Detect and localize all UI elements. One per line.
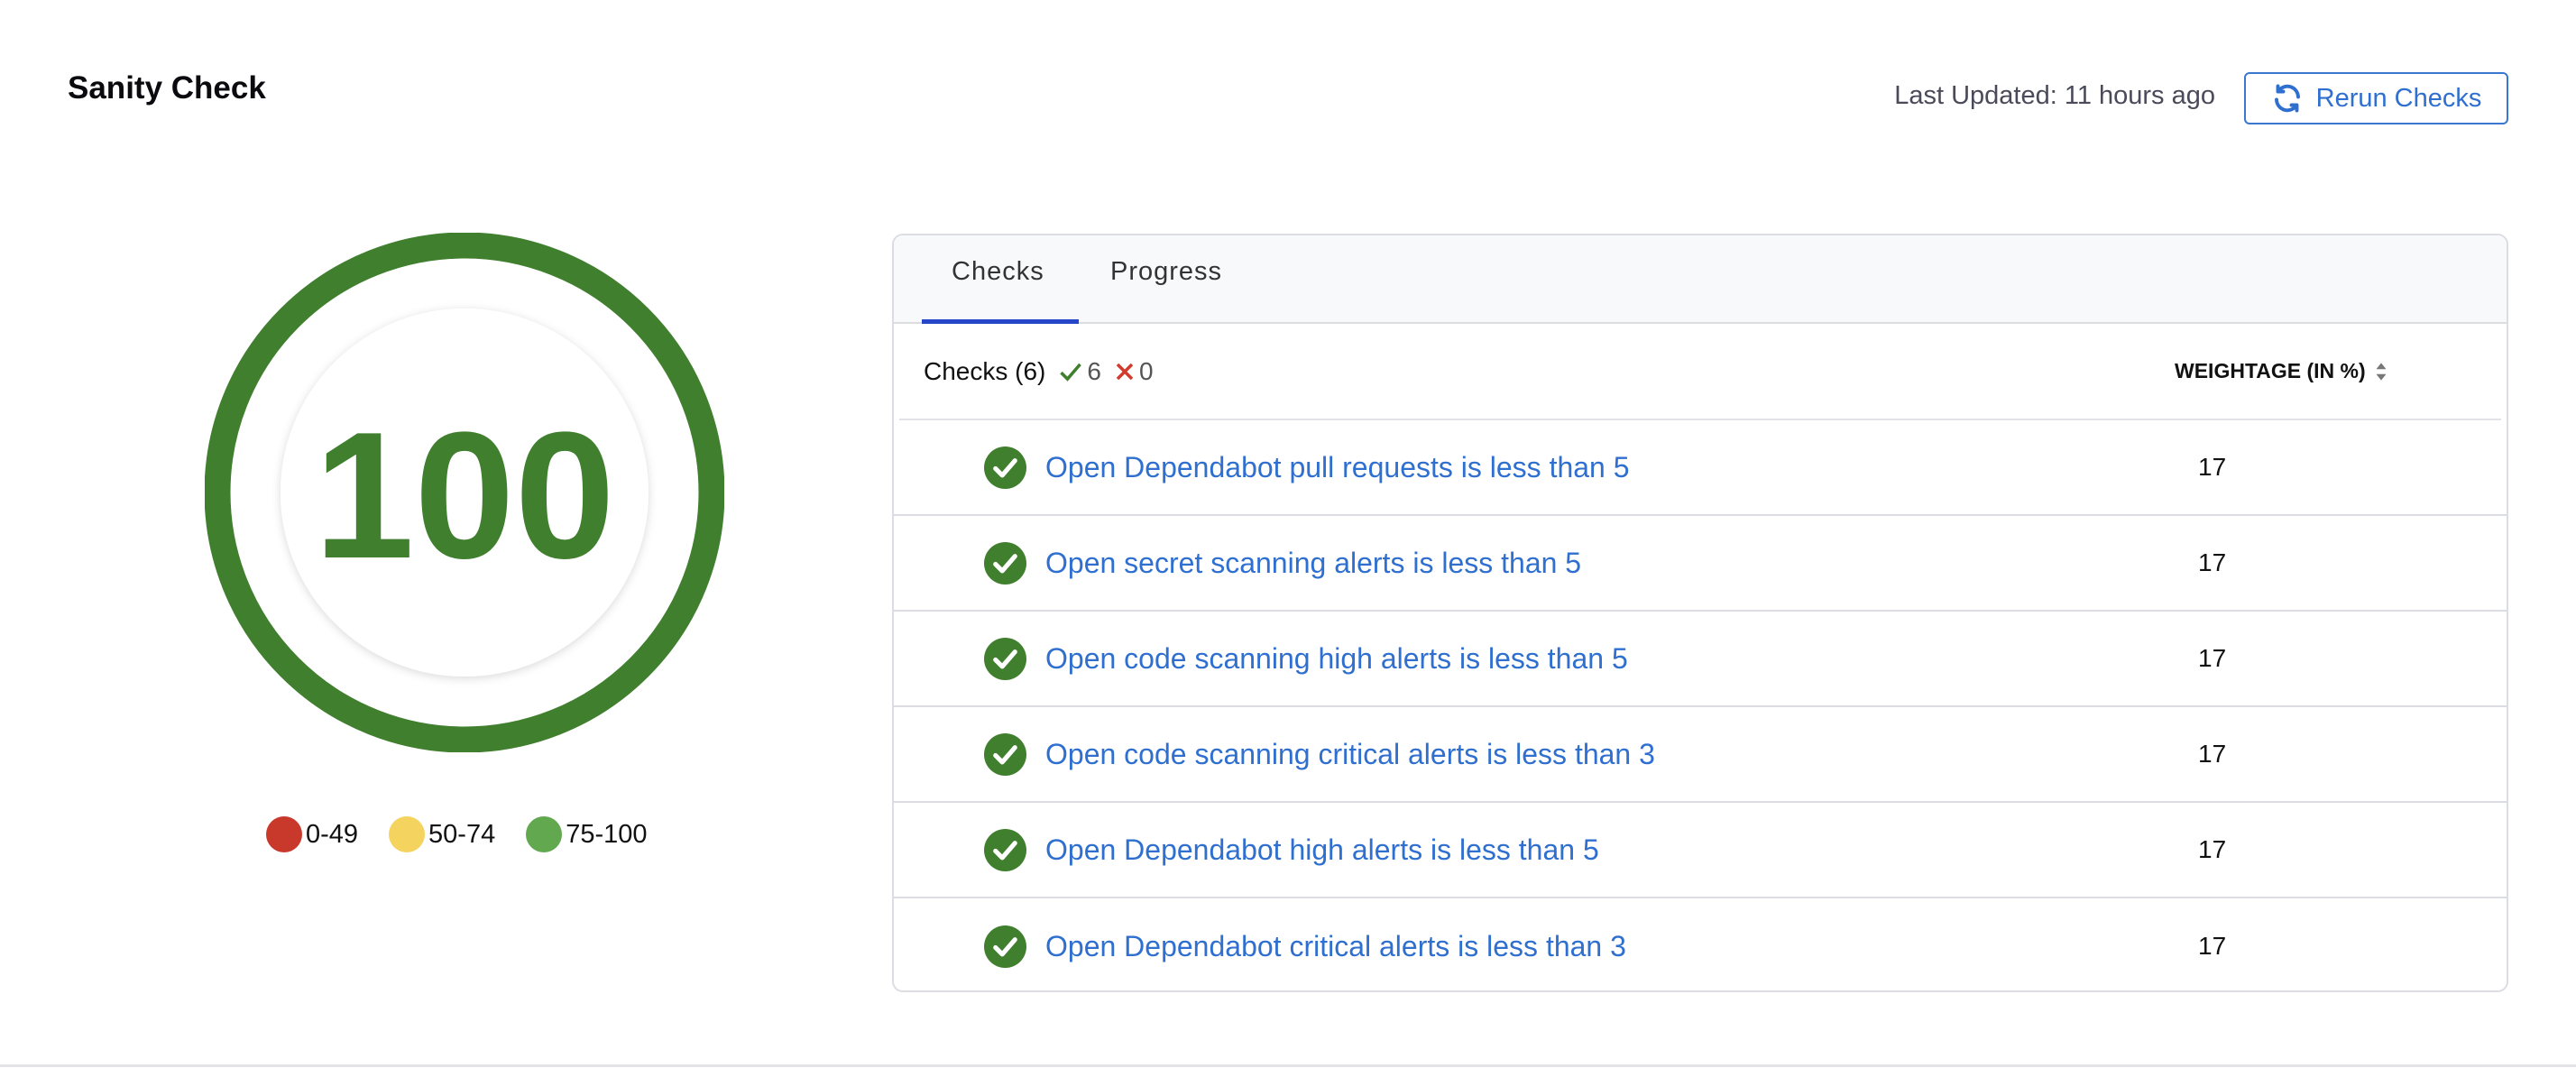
checks-panel: Checks Progress Checks (6) 6 0 WEIGHTAGE… [892,234,2508,992]
divider [0,1064,2576,1067]
passed-count: 6 [1087,356,1101,385]
check-weight: 17 [2198,548,2227,576]
legend-item-mid: 50-74 [389,816,495,852]
check-row: Open Dependabot pull requests is less th… [894,420,2507,516]
page-title: Sanity Check [68,70,266,106]
check-name-link[interactable]: Open code scanning critical alerts is le… [1045,737,1655,770]
check-circle-icon [984,828,1026,871]
check-weight: 17 [2198,740,2227,768]
check-name-link[interactable]: Open secret scanning alerts is less than… [1045,546,1582,579]
tab-checks[interactable]: Checks [952,257,1044,286]
check-circle-icon [984,637,1026,680]
cross-icon [1116,363,1134,380]
failed-count: 0 [1138,356,1154,385]
check-weight: 17 [2198,835,2227,863]
score-value: 100 [314,395,615,596]
check-weight: 17 [2198,932,2227,960]
red-dot-icon [266,816,302,852]
legend-label: 50-74 [428,819,496,849]
last-updated: Last Updated: 11 hours ago [1894,81,2215,110]
check-weight: 17 [2198,644,2227,672]
score-gauge: 100 [205,233,724,752]
rerun-checks-button[interactable]: Rerun Checks [2244,72,2508,124]
legend-item-low: 0-49 [266,816,358,852]
score-ring [205,233,724,752]
legend-item-high: 75-100 [526,816,648,852]
checks-list: Open Dependabot pull requests is less th… [894,420,2507,990]
legend-label: 0-49 [306,819,359,849]
check-weight: 17 [2198,453,2227,481]
check-row: Open code scanning high alerts is less t… [894,612,2507,707]
check-circle-icon [984,541,1026,585]
check-circle-icon [984,925,1026,968]
refresh-icon [2274,84,2300,113]
weightage-label: WEIGHTAGE (IN %) [2175,359,2366,382]
checks-header: Checks (6) 6 0 WEIGHTAGE (IN %) [899,324,2501,420]
check-row: Open Dependabot high alerts is less than… [894,803,2507,898]
yellow-dot-icon [389,816,426,852]
check-name-link[interactable]: Open Dependabot critical alerts is less … [1045,929,1626,962]
check-circle-icon [984,732,1026,776]
tab-progress[interactable]: Progress [1110,257,1223,286]
active-tab-indicator [922,319,1079,324]
green-dot-icon [526,816,563,852]
check-name-link[interactable]: Open Dependabot pull requests is less th… [1045,450,1630,483]
check-circle-icon [984,446,1026,489]
checks-count: Checks (6) [924,356,1046,385]
weightage-column-header[interactable]: WEIGHTAGE (IN %) [2175,359,2387,383]
check-name-link[interactable]: Open Dependabot high alerts is less than… [1045,833,1599,866]
check-icon [1060,363,1082,382]
check-name-link[interactable]: Open code scanning high alerts is less t… [1045,641,1628,675]
check-row: Open code scanning critical alerts is le… [894,707,2507,803]
check-row: Open Dependabot critical alerts is less … [894,898,2507,990]
score-legend: 0-49 50-74 75-100 [266,816,648,852]
check-row: Open secret scanning alerts is less than… [894,516,2507,612]
score-inner-circle [281,308,649,677]
sort-icon[interactable] [2375,362,2387,382]
rerun-checks-label: Rerun Checks [2315,83,2482,113]
tab-bar: Checks Progress [894,235,2507,324]
legend-label: 75-100 [566,819,648,849]
